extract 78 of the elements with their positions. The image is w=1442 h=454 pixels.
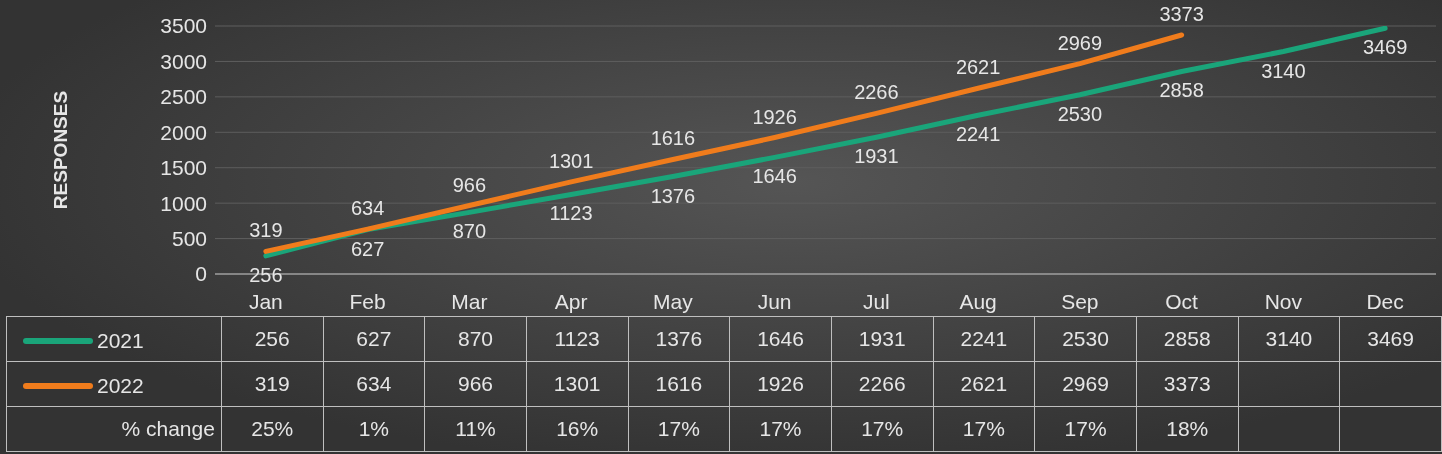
data-label: 3140 [1238, 316, 1340, 362]
data-label: 1376 [628, 316, 730, 362]
data-label: 870 [424, 316, 527, 362]
text: 1301 [548, 149, 594, 172]
text: 17% [831, 406, 934, 452]
text: 2621 [955, 56, 1001, 79]
data-label: 2241 [933, 316, 1035, 362]
text: 16% [526, 406, 629, 452]
x-tick-label: May [653, 289, 694, 313]
x-tick-label: Mar [451, 289, 488, 313]
text: 17% [933, 406, 1035, 452]
y-tick-label: 3000 [160, 49, 207, 73]
text: 627 [350, 237, 385, 260]
text: 25% [221, 406, 324, 452]
text: 3140 [1261, 59, 1306, 82]
x-tick-label: Apr [554, 289, 588, 313]
text: 1926 [752, 105, 797, 128]
y-tick-label: 1500 [160, 156, 207, 180]
x-tick-label: Aug [959, 289, 997, 313]
x-tick-label: Jan [248, 289, 283, 313]
data-label: 2969 [1034, 361, 1137, 407]
data-label: 1926 [729, 361, 832, 407]
text: 634 [350, 197, 385, 220]
text: 319 [249, 219, 283, 242]
text: 11% [424, 406, 527, 452]
data-label: 1301 [526, 361, 629, 407]
text: 1123 [549, 202, 593, 225]
text: 17% [628, 406, 730, 452]
text: % change [6, 406, 222, 452]
y-tick-label: 2500 [160, 85, 207, 109]
y-tick-label: 1000 [160, 191, 207, 215]
y-tick-label: 500 [171, 227, 207, 251]
y-tick-label: 0 [195, 262, 207, 286]
data-label: 256 [221, 316, 324, 362]
data-label: 2530 [1034, 316, 1137, 362]
legend-label: 2022 [96, 374, 144, 398]
text: 1646 [752, 165, 797, 188]
text: 17% [1034, 406, 1137, 452]
text: 2266 [854, 81, 899, 104]
x-tick-label: Jun [757, 289, 792, 313]
data-label: 627 [323, 316, 425, 362]
legend-label: 2021 [96, 329, 144, 353]
text: 870 [452, 220, 487, 243]
data-label: 1616 [628, 361, 730, 407]
data-label: 1646 [729, 316, 832, 362]
text: 966 [452, 173, 487, 196]
data-label: 2621 [933, 361, 1035, 407]
x-tick-label: Feb [349, 289, 386, 313]
data-label: 966 [424, 361, 527, 407]
x-tick-label: Oct [1165, 289, 1199, 313]
text: 256 [249, 263, 283, 286]
data-label: 2266 [831, 361, 934, 407]
y-tick-label: 3500 [160, 14, 207, 38]
text: 3469 [1362, 36, 1408, 59]
data-label: 1931 [831, 316, 934, 362]
data-label: 634 [323, 361, 425, 407]
y-axis-title: RESPONSES [49, 90, 71, 210]
text: 2858 [1159, 79, 1204, 102]
x-tick-label: Nov [1264, 289, 1303, 313]
text: 1376 [650, 184, 696, 207]
data-label: 2858 [1136, 316, 1239, 362]
text: 1% [323, 406, 425, 452]
data-label: 1123 [526, 316, 629, 362]
text: 2969 [1057, 31, 1103, 54]
text: 2530 [1057, 102, 1103, 125]
y-tick-label: 2000 [160, 120, 207, 144]
text: 3373 [1159, 3, 1204, 25]
x-tick-label: Sep [1061, 289, 1099, 313]
data-label: 3469 [1339, 316, 1442, 362]
text: 2241 [955, 123, 1001, 146]
text: 1931 [854, 145, 899, 168]
data-label: 3373 [1136, 361, 1239, 407]
text: 1616 [650, 127, 696, 150]
text: 17% [729, 406, 832, 452]
x-tick-label: Jul [862, 289, 890, 313]
data-label: 319 [221, 361, 324, 407]
x-tick-label: Dec [1366, 289, 1404, 313]
text: 18% [1136, 406, 1239, 452]
